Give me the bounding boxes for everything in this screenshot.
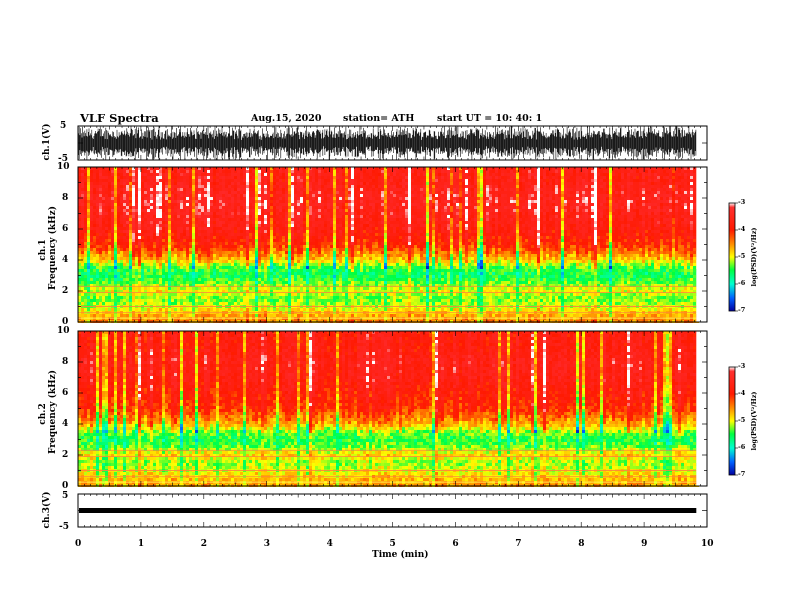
station-label: station= ATH — [343, 113, 414, 124]
ch2-spec-ylabel-frequency: Frequency (kHz) — [48, 370, 58, 454]
ch3-waveform-panel — [78, 494, 707, 527]
colorbar-ch1 — [729, 203, 738, 311]
ch1-ytick-top: 5 — [60, 122, 66, 131]
time-axis-tick-5: 5 — [390, 540, 396, 549]
time-axis-label: Time (min) — [372, 551, 429, 560]
cb2-tick-m6: -6 — [738, 443, 745, 451]
time-axis-tick-8: 8 — [578, 540, 584, 549]
ch1-spec-ylabel-frequency: Frequency (kHz) — [48, 206, 58, 290]
ch2-spec-ylabel: ch.2 Frequency (kHz) — [38, 374, 58, 454]
cb2-tick-m4: -4 — [738, 389, 745, 397]
time-axis-tick-10: 10 — [701, 540, 714, 549]
time-axis-tick-1: 1 — [138, 540, 144, 549]
ch2-spec-ytick-8: 8 — [62, 358, 68, 367]
ch1-waveform-trace — [79, 126, 696, 160]
cb2-unit-label: log(PSD)(V²/Hz) — [750, 381, 758, 461]
ch1-spec-ytick-6: 6 — [62, 225, 68, 234]
ch3-ytick-bottom: -5 — [59, 523, 69, 532]
cb1-tick-m3: -3 — [738, 198, 745, 206]
ch1-spec-ylabel-channel: ch.1 — [38, 239, 48, 260]
time-axis-tick-4: 4 — [327, 540, 333, 549]
ch1-spec-ytick-4: 4 — [62, 256, 68, 265]
cb2-tick-m5: -5 — [738, 416, 745, 424]
time-axis-tick-6: 6 — [452, 540, 458, 549]
ch2-spec-ytick-2: 2 — [62, 451, 68, 460]
time-axis-tick-2: 2 — [201, 540, 207, 549]
cb1-tick-m5: -5 — [738, 252, 745, 260]
cb1-tick-m7: -7 — [738, 306, 745, 314]
ch2-spectrogram-panel — [78, 331, 707, 487]
ch2-spec-ytick-0: 0 — [62, 482, 68, 491]
ch1-spec-ytick-10: 10 — [57, 163, 70, 172]
ch1-spec-ytick-2: 2 — [62, 287, 68, 296]
cb1-tick-m6: -6 — [738, 279, 745, 287]
ch1-spec-ylabel: ch.1 Frequency (kHz) — [38, 210, 58, 290]
ch3-waveform-trace — [79, 508, 696, 513]
ch3-ytick-top: 5 — [62, 492, 68, 501]
start-time-label: start UT = 10: 40: 1 — [437, 113, 542, 124]
ch1-spectrogram-panel — [78, 167, 707, 323]
cb1-tick-m4: -4 — [738, 225, 745, 233]
time-axis-tick-3: 3 — [264, 540, 270, 549]
time-axis-tick-7: 7 — [515, 540, 521, 549]
ch2-spec-ylabel-channel: ch.2 — [38, 403, 48, 424]
cb2-tick-m3: -3 — [738, 362, 745, 370]
date-label: Aug.15, 2020 — [251, 113, 322, 124]
ch1-spectrogram-cells — [78, 167, 699, 323]
time-axis-tick-0: 0 — [75, 540, 81, 549]
ch1-spec-ytick-8: 8 — [62, 194, 68, 203]
cb2-tick-m7: -7 — [738, 470, 745, 478]
ch2-spectrogram-cells — [78, 331, 699, 487]
cb1-unit-label: log(PSD)(V²/Hz) — [750, 217, 758, 297]
ch3-waveform-ylabel: ch.3(V) — [42, 485, 52, 535]
ch2-spec-ytick-4: 4 — [62, 420, 68, 429]
colorbar-ch2 — [729, 367, 738, 475]
ch2-spec-ytick-6: 6 — [62, 389, 68, 398]
ch2-spec-ytick-10: 10 — [57, 327, 70, 336]
ch1-waveform-ylabel: ch.1(V) — [42, 117, 52, 167]
chart-title: VLF Spectra — [80, 111, 159, 125]
ch1-waveform-panel — [78, 126, 707, 160]
time-axis-tick-9: 9 — [641, 540, 647, 549]
